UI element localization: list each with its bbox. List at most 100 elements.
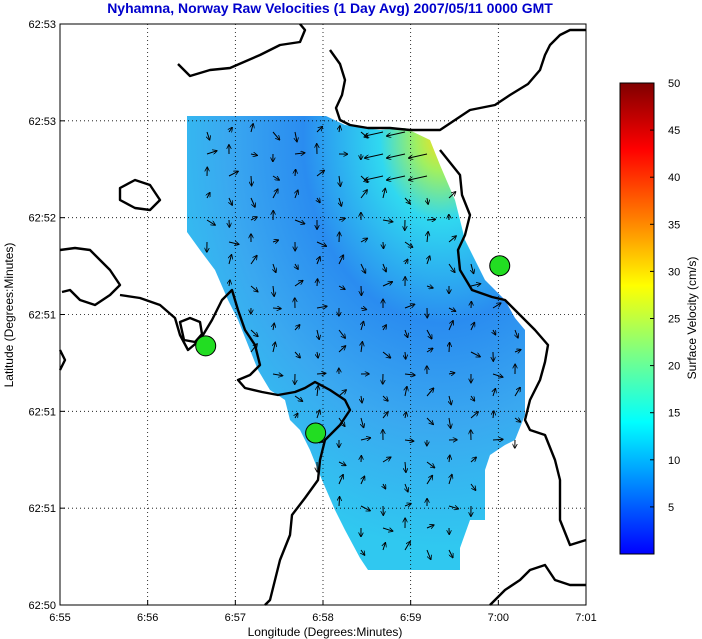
coastline-south <box>489 563 586 606</box>
velocity-vector <box>426 348 432 352</box>
velocity-vector <box>272 131 279 140</box>
colorbar-tick-label: 10 <box>668 455 680 467</box>
velocity-vector <box>317 386 318 397</box>
coastline-north2 <box>329 28 586 132</box>
velocity-vector <box>382 220 392 222</box>
velocity-vector <box>470 412 478 419</box>
velocity-vector <box>229 128 232 132</box>
colorbar-ticks: 5 10 15 20 25 30 35 40 45 50 <box>650 78 680 514</box>
velocity-vector <box>448 373 454 374</box>
velocity-vector <box>251 124 253 133</box>
velocity-vector <box>383 325 386 331</box>
x-tick-label: 6:55 <box>49 612 70 624</box>
velocity-vector <box>426 549 431 559</box>
chart-title: Nyhamna, Norway Raw Velocities (1 Day Av… <box>107 0 553 16</box>
velocity-vector <box>365 175 384 180</box>
velocity-vector <box>492 303 501 309</box>
velocity-vector <box>273 324 274 331</box>
velocity-vector <box>382 412 388 419</box>
y-tick-label: 62:51 <box>28 310 56 322</box>
velocity-vector <box>229 197 232 205</box>
velocity-vector <box>448 236 456 243</box>
velocity-vector <box>361 417 364 427</box>
velocity-vector <box>449 417 451 428</box>
colorbar <box>619 82 655 555</box>
velocity-vector <box>426 417 433 424</box>
velocity-vector <box>360 239 367 242</box>
velocity-vector <box>250 329 258 336</box>
velocity-vector <box>365 153 384 158</box>
velocity-vector <box>492 374 502 377</box>
colorbar-tick-label: 15 <box>668 408 680 420</box>
site-markers <box>195 255 511 444</box>
velocity-vector <box>426 329 432 338</box>
velocity-vector <box>316 373 325 374</box>
velocity-vector <box>470 483 475 490</box>
velocity-vector <box>294 351 300 358</box>
velocity-vector <box>294 281 303 287</box>
velocity-vector <box>383 483 385 488</box>
velocity-vector <box>426 476 432 485</box>
velocity-vector <box>273 263 276 272</box>
velocity-vector <box>360 263 365 273</box>
velocity-vector <box>361 322 363 331</box>
velocity-vector <box>492 439 503 440</box>
velocity-vector <box>339 126 340 133</box>
velocity-vector <box>338 462 345 465</box>
x-tick-label: 6:58 <box>312 612 333 624</box>
velocity-vector <box>272 374 282 376</box>
velocity-vector <box>361 342 362 353</box>
velocity-vector <box>250 285 258 292</box>
velocity-vector <box>449 343 450 353</box>
velocity-vector <box>228 171 238 177</box>
colorbar-tick-label: 25 <box>668 314 680 326</box>
velocity-vector <box>405 387 407 397</box>
velocity-vector <box>426 388 433 397</box>
colorbar-tick-label: 20 <box>668 361 680 373</box>
velocity-vector <box>338 475 343 485</box>
colorbar-tick-label: 5 <box>668 502 674 514</box>
velocity-field <box>187 116 525 570</box>
velocity-vector <box>360 438 370 440</box>
velocity-vector <box>427 197 428 204</box>
velocity-vector <box>338 417 345 426</box>
x-tick-label: 6:56 <box>137 612 158 624</box>
velocity-vector <box>361 549 364 555</box>
x-tick-label: 7:00 <box>488 612 509 624</box>
coastline-north <box>177 23 307 78</box>
velocity-vector <box>206 219 215 225</box>
site-marker <box>489 255 511 277</box>
velocity-vector <box>515 329 518 338</box>
velocity-vector <box>470 351 480 357</box>
velocity-vector <box>207 193 210 199</box>
velocity-vector <box>448 308 455 311</box>
velocity-vector <box>316 171 324 177</box>
velocity-vector <box>449 475 452 485</box>
colorbar-tick-label: 30 <box>668 266 680 278</box>
velocity-vector <box>404 197 410 203</box>
velocity-vector <box>338 218 345 220</box>
velocity-vector <box>229 280 230 287</box>
x-axis-label: Longitude (Degrees:Minutes) <box>248 625 403 639</box>
y-tick-label: 62:53 <box>28 19 56 31</box>
x-axis-ticks: 6:55 6:56 6:57 6:58 6:59 7:00 7:01 <box>49 600 597 624</box>
coastline-islet2 <box>178 316 204 344</box>
velocity-vector <box>409 153 428 158</box>
velocity-vector <box>272 240 278 242</box>
velocity-vector <box>360 190 367 199</box>
velocity-vector <box>338 286 345 289</box>
velocity-vector <box>448 192 455 199</box>
velocity-vector <box>404 504 411 506</box>
velocity-vector <box>361 477 364 485</box>
velocity-vector <box>404 374 415 375</box>
colorbar-tick-label: 45 <box>668 125 680 137</box>
velocity-vector <box>449 395 451 404</box>
velocity-vector <box>382 395 388 401</box>
velocity-vector <box>294 219 304 224</box>
y-tick-label: 62:51 <box>28 503 56 515</box>
colorbar-tick-label: 35 <box>668 219 680 231</box>
velocity-vector <box>514 418 520 422</box>
velocity-vector <box>365 131 384 136</box>
y-axis-label: Latitude (Degrees:Minutes) <box>2 243 16 388</box>
y-axis-ticks: 62:53 62:53 62:52 62:51 62:51 62:51 62:50 <box>28 19 65 612</box>
